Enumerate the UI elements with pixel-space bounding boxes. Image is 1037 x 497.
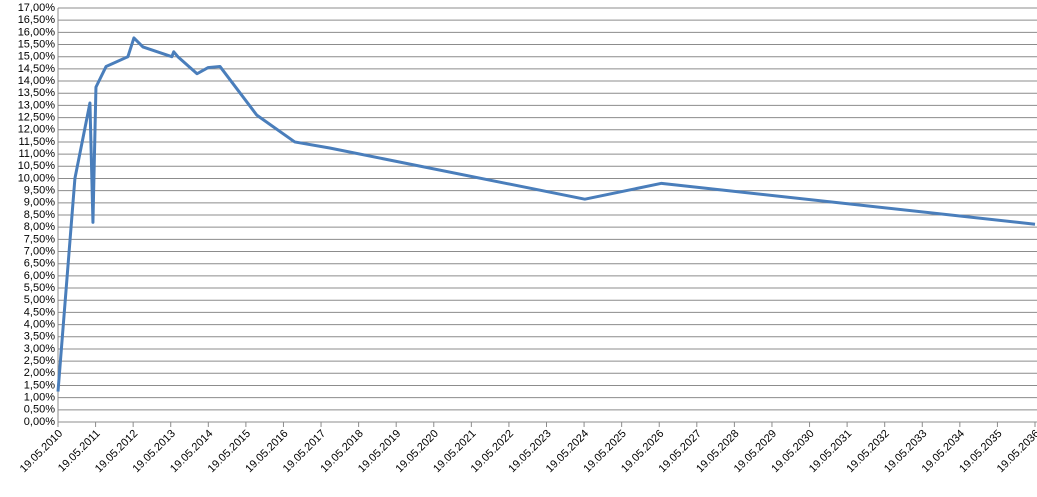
y-tick-label: 0,00% xyxy=(24,416,55,428)
y-tick-label: 8,00% xyxy=(24,221,55,233)
y-tick-label: 9,50% xyxy=(24,185,55,197)
y-tick-label: 11,50% xyxy=(19,136,56,148)
y-tick-label: 16,50% xyxy=(18,14,56,26)
y-tick-label: 15,50% xyxy=(18,38,56,50)
y-tick-label: 4,00% xyxy=(24,318,55,330)
y-tick-label: 14,50% xyxy=(18,63,56,75)
y-tick-label: 2,50% xyxy=(24,355,55,367)
y-tick-label: 2,00% xyxy=(24,367,55,379)
y-tick-label: 12,50% xyxy=(18,111,56,123)
y-tick-label: 12,00% xyxy=(18,124,56,136)
y-tick-label: 10,00% xyxy=(18,172,56,184)
data-line xyxy=(56,36,1036,392)
y-tick-label: 14,00% xyxy=(18,75,56,87)
y-tick-label: 17,00% xyxy=(18,2,56,14)
y-tick-label: 7,50% xyxy=(24,233,55,245)
y-tick-label: 5,00% xyxy=(24,294,55,306)
y-tick-label: 1,50% xyxy=(24,379,55,391)
y-tick-label: 3,50% xyxy=(24,331,55,343)
y-tick-label: 1,00% xyxy=(24,392,55,404)
y-tick-label: 15,00% xyxy=(18,51,56,63)
y-tick-label: 6,50% xyxy=(24,258,55,270)
y-tick-label: 10,50% xyxy=(18,160,56,172)
y-tick-label: 16,00% xyxy=(18,26,56,38)
y-tick-label: 11,00% xyxy=(19,148,56,160)
y-tick-label: 6,00% xyxy=(24,270,55,282)
y-tick-label: 13,50% xyxy=(18,87,56,99)
y-tick-label: 0,50% xyxy=(24,404,55,416)
y-tick-label: 9,00% xyxy=(24,197,55,209)
y-tick-label: 7,00% xyxy=(24,245,55,257)
y-tick-label: 13,00% xyxy=(18,99,56,111)
y-tick-label: 5,50% xyxy=(24,282,55,294)
y-tick-label: 3,00% xyxy=(24,343,55,355)
y-tick-label: 4,50% xyxy=(24,306,55,318)
y-tick-label: 8,50% xyxy=(24,209,55,221)
